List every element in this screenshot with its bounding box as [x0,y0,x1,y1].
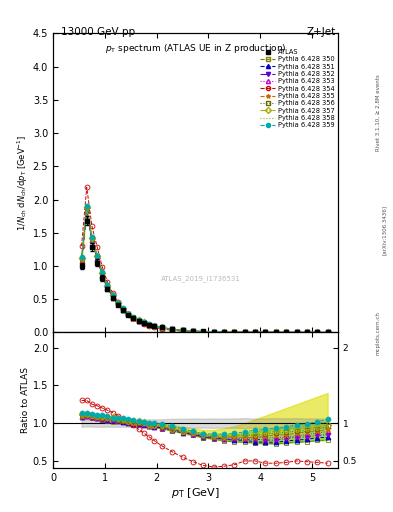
Text: [arXiv:1306.3436]: [arXiv:1306.3436] [382,205,387,255]
X-axis label: $p_{\rm T}$ [GeV]: $p_{\rm T}$ [GeV] [171,486,220,500]
Text: 13000 GeV pp: 13000 GeV pp [61,27,135,37]
Text: $p_{\rm T}$ spectrum (ATLAS UE in Z production): $p_{\rm T}$ spectrum (ATLAS UE in Z prod… [105,42,286,55]
Text: mcplots.cern.ch: mcplots.cern.ch [376,311,380,355]
Text: Rivet 3.1.10, ≥ 2.8M events: Rivet 3.1.10, ≥ 2.8M events [376,74,380,151]
Text: Z+Jet: Z+Jet [307,27,336,37]
Y-axis label: $1/N_{\rm ch}\;{\rm d}N_{\rm ch}/{\rm d}p_{\rm T}\;[{\rm GeV}^{-1}]$: $1/N_{\rm ch}\;{\rm d}N_{\rm ch}/{\rm d}… [15,135,30,231]
Y-axis label: Ratio to ATLAS: Ratio to ATLAS [21,368,30,434]
Legend: ATLAS, Pythia 6.428 350, Pythia 6.428 351, Pythia 6.428 352, Pythia 6.428 353, P: ATLAS, Pythia 6.428 350, Pythia 6.428 35… [257,46,337,131]
Text: ATLAS_2019_I1736531: ATLAS_2019_I1736531 [161,275,241,282]
